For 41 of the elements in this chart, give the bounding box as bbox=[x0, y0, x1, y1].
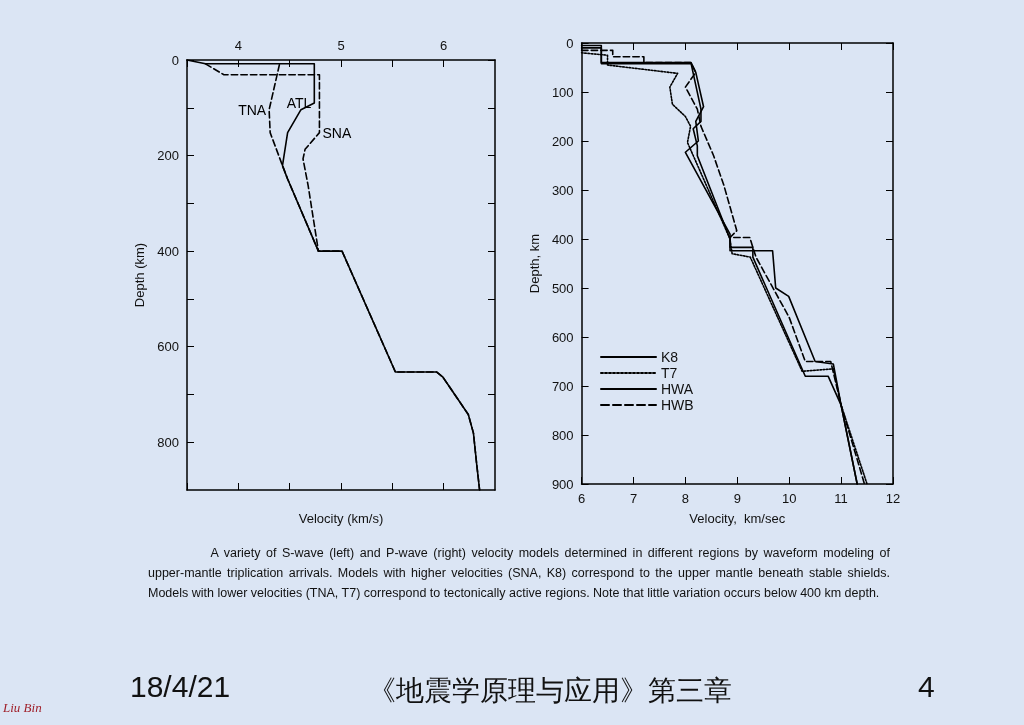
legend-label: HWB bbox=[661, 397, 694, 413]
x-axis-title: Velocity (km/s) bbox=[298, 511, 384, 526]
y-tick-label: 700 bbox=[551, 378, 574, 394]
x-tick-label: 9 bbox=[733, 491, 741, 506]
y-tick-label: 600 bbox=[551, 329, 574, 345]
legend-label: HWA bbox=[661, 381, 694, 397]
y-tick-label: 200 bbox=[157, 148, 179, 164]
y-axis-title: Depth, km bbox=[527, 233, 542, 294]
y-tick-label: 0 bbox=[566, 35, 574, 51]
y-tick-label: 200 bbox=[551, 133, 574, 149]
x-tick-label: 7 bbox=[629, 491, 638, 506]
y-tick-label: 800 bbox=[551, 427, 574, 443]
text: 4 bbox=[918, 670, 935, 704]
legend-label: T7 bbox=[661, 365, 678, 381]
x-tick-label: 6 bbox=[577, 491, 586, 506]
y-tick-label: 800 bbox=[157, 434, 179, 450]
y-tick-label: 0 bbox=[171, 52, 179, 68]
legend-label: K8 bbox=[661, 349, 679, 365]
text: Liu Bin bbox=[3, 700, 42, 716]
y-tick-label: 300 bbox=[551, 182, 574, 198]
y-tick-label: 400 bbox=[157, 243, 179, 259]
y-tick-label: 400 bbox=[551, 231, 574, 247]
text: A variety of S-wave (left) and P-wave (right) velocity models determined in different regions by waveform modeling of upper-mantle triplication arrivals. Models with higher velocities (SNA, K8) correspond to the upper mantle beneath stable shields. Models with lower velocities (TNA, T7) correspond to tectonically active regions. Note that little variation occurs below 400 km depth. bbox=[148, 545, 890, 602]
x-axis-title: Velocity, km/sec bbox=[689, 511, 786, 526]
series-label: TNA bbox=[238, 101, 267, 118]
series-label: SNA bbox=[322, 124, 352, 141]
y-tick-label: 100 bbox=[551, 84, 574, 100]
y-axis-title: Depth (km) bbox=[132, 242, 148, 308]
x-tick-label: 5 bbox=[337, 38, 345, 53]
x-tick-label: 11 bbox=[834, 491, 848, 506]
y-tick-label: 900 bbox=[551, 476, 574, 492]
y-tick-label: 600 bbox=[157, 339, 179, 355]
series-label: ATL bbox=[286, 95, 312, 111]
text: 18/4/21 bbox=[130, 670, 231, 704]
x-tick-label: 8 bbox=[681, 491, 690, 506]
text: 《地震学原理与应用》第三章 bbox=[368, 673, 732, 709]
x-tick-label: 10 bbox=[781, 491, 797, 506]
y-tick-label: 500 bbox=[551, 280, 574, 296]
x-tick-label: 6 bbox=[440, 38, 448, 53]
x-tick-label: 12 bbox=[885, 491, 901, 506]
x-tick-label: 4 bbox=[234, 38, 242, 53]
